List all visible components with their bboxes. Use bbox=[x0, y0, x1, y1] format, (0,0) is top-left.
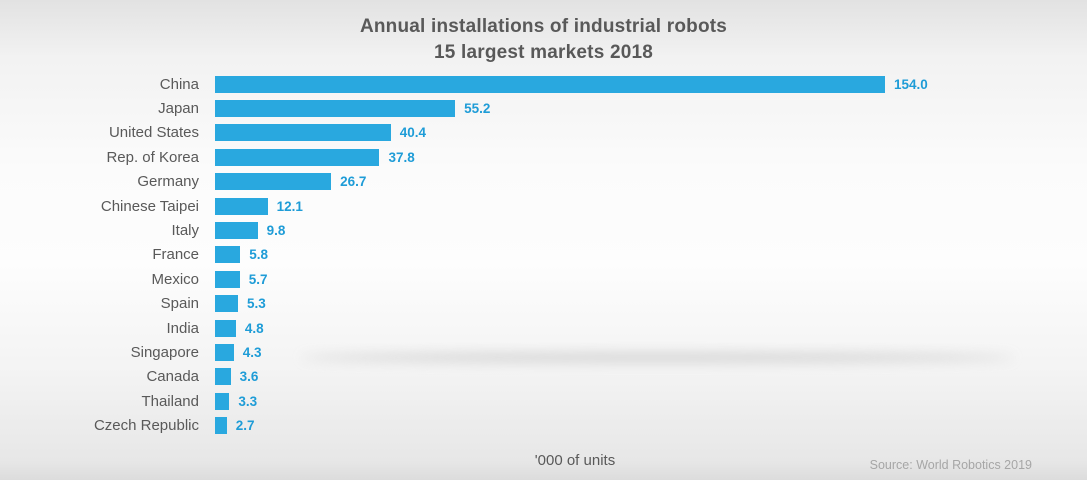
bar bbox=[215, 417, 227, 435]
bar-chart: China 154.0 Japan 55.2 United States 40.4 Rep.… bbox=[0, 72, 1087, 438]
bar-row: Rep. of Korea 37.8 bbox=[0, 145, 1087, 169]
bar bbox=[215, 222, 258, 240]
bar-label: Mexico bbox=[151, 270, 199, 288]
bar-row: France 5.8 bbox=[0, 243, 1087, 267]
bar-value-label: 40.4 bbox=[399, 125, 427, 141]
x-axis-label: '000 of units bbox=[534, 452, 616, 469]
chart-title-line2: 15 largest markets 2018 bbox=[433, 42, 654, 63]
bar-value-label: 4.3 bbox=[242, 344, 262, 360]
bar-value-label: 26.7 bbox=[340, 174, 367, 190]
bar-row: Singapore 4.3 bbox=[0, 340, 1087, 364]
bar-value-label: 3.6 bbox=[239, 369, 259, 385]
bar-row: Thailand 3.3 bbox=[0, 389, 1087, 413]
bar-label: Czech Republic bbox=[93, 417, 199, 435]
bar bbox=[215, 319, 236, 337]
bar-label: Germany bbox=[137, 173, 199, 191]
bar-value-label: 2.7 bbox=[235, 418, 255, 434]
bar-label: Thailand bbox=[141, 392, 199, 410]
bar bbox=[215, 75, 885, 93]
bar-row: China 154.0 bbox=[0, 72, 1087, 96]
bar-row: Mexico 5.7 bbox=[0, 267, 1087, 291]
chart-title-line1: Annual installations of industrial robot… bbox=[359, 16, 728, 37]
bar-label: China bbox=[159, 75, 199, 93]
bar-row: Germany 26.7 bbox=[0, 170, 1087, 194]
bar-value-label: 5.3 bbox=[247, 296, 266, 312]
bar-label: Spain bbox=[160, 295, 199, 313]
bar-value-label: 37.8 bbox=[388, 149, 415, 165]
bar-value-label: 5.8 bbox=[249, 247, 268, 263]
bar-label: India bbox=[166, 319, 199, 337]
chart-title: Annual installations of industrial robot… bbox=[0, 14, 1087, 66]
bar-row: United States 40.4 bbox=[0, 121, 1087, 145]
bar bbox=[215, 392, 230, 410]
bar bbox=[215, 270, 240, 288]
bar bbox=[215, 148, 380, 166]
bar-value-label: 55.2 bbox=[464, 101, 491, 117]
bar-row: Italy 9.8 bbox=[0, 218, 1087, 242]
bar-label: United States bbox=[108, 124, 199, 142]
bar-row: Canada 3.6 bbox=[0, 365, 1087, 389]
bar-row: India 4.8 bbox=[0, 316, 1087, 340]
bar-value-label: 4.8 bbox=[244, 320, 264, 336]
bar-label: Chinese Taipei bbox=[100, 197, 199, 215]
bar-row: Chinese Taipei 12.1 bbox=[0, 194, 1087, 218]
bar-label: Japan bbox=[158, 100, 199, 118]
source-attribution: Source: World Robotics 2019 bbox=[869, 458, 1032, 472]
bar-label: Canada bbox=[146, 368, 199, 386]
bar bbox=[215, 197, 268, 215]
bar-row: Japan 55.2 bbox=[0, 96, 1087, 120]
bar-label: Singapore bbox=[130, 343, 199, 361]
bar bbox=[215, 295, 239, 313]
bar-value-label: 3.3 bbox=[238, 393, 258, 409]
bar bbox=[215, 100, 456, 118]
bar-value-label: 12.1 bbox=[276, 198, 303, 214]
background-shadow bbox=[300, 353, 1015, 362]
bar bbox=[215, 368, 231, 386]
bar bbox=[215, 124, 391, 142]
bar-value-label: 5.7 bbox=[248, 271, 268, 287]
bar bbox=[215, 173, 332, 191]
bar-row: Czech Republic 2.7 bbox=[0, 413, 1087, 437]
bar-label: Italy bbox=[171, 222, 199, 240]
bar-label: France bbox=[152, 246, 199, 264]
bar bbox=[215, 343, 234, 361]
bar-value-label: 9.8 bbox=[266, 223, 286, 239]
bar-row: Spain 5.3 bbox=[0, 292, 1087, 316]
bar bbox=[215, 246, 241, 264]
bar-value-label: 154.0 bbox=[894, 76, 928, 92]
bar-label: Rep. of Korea bbox=[106, 148, 199, 166]
